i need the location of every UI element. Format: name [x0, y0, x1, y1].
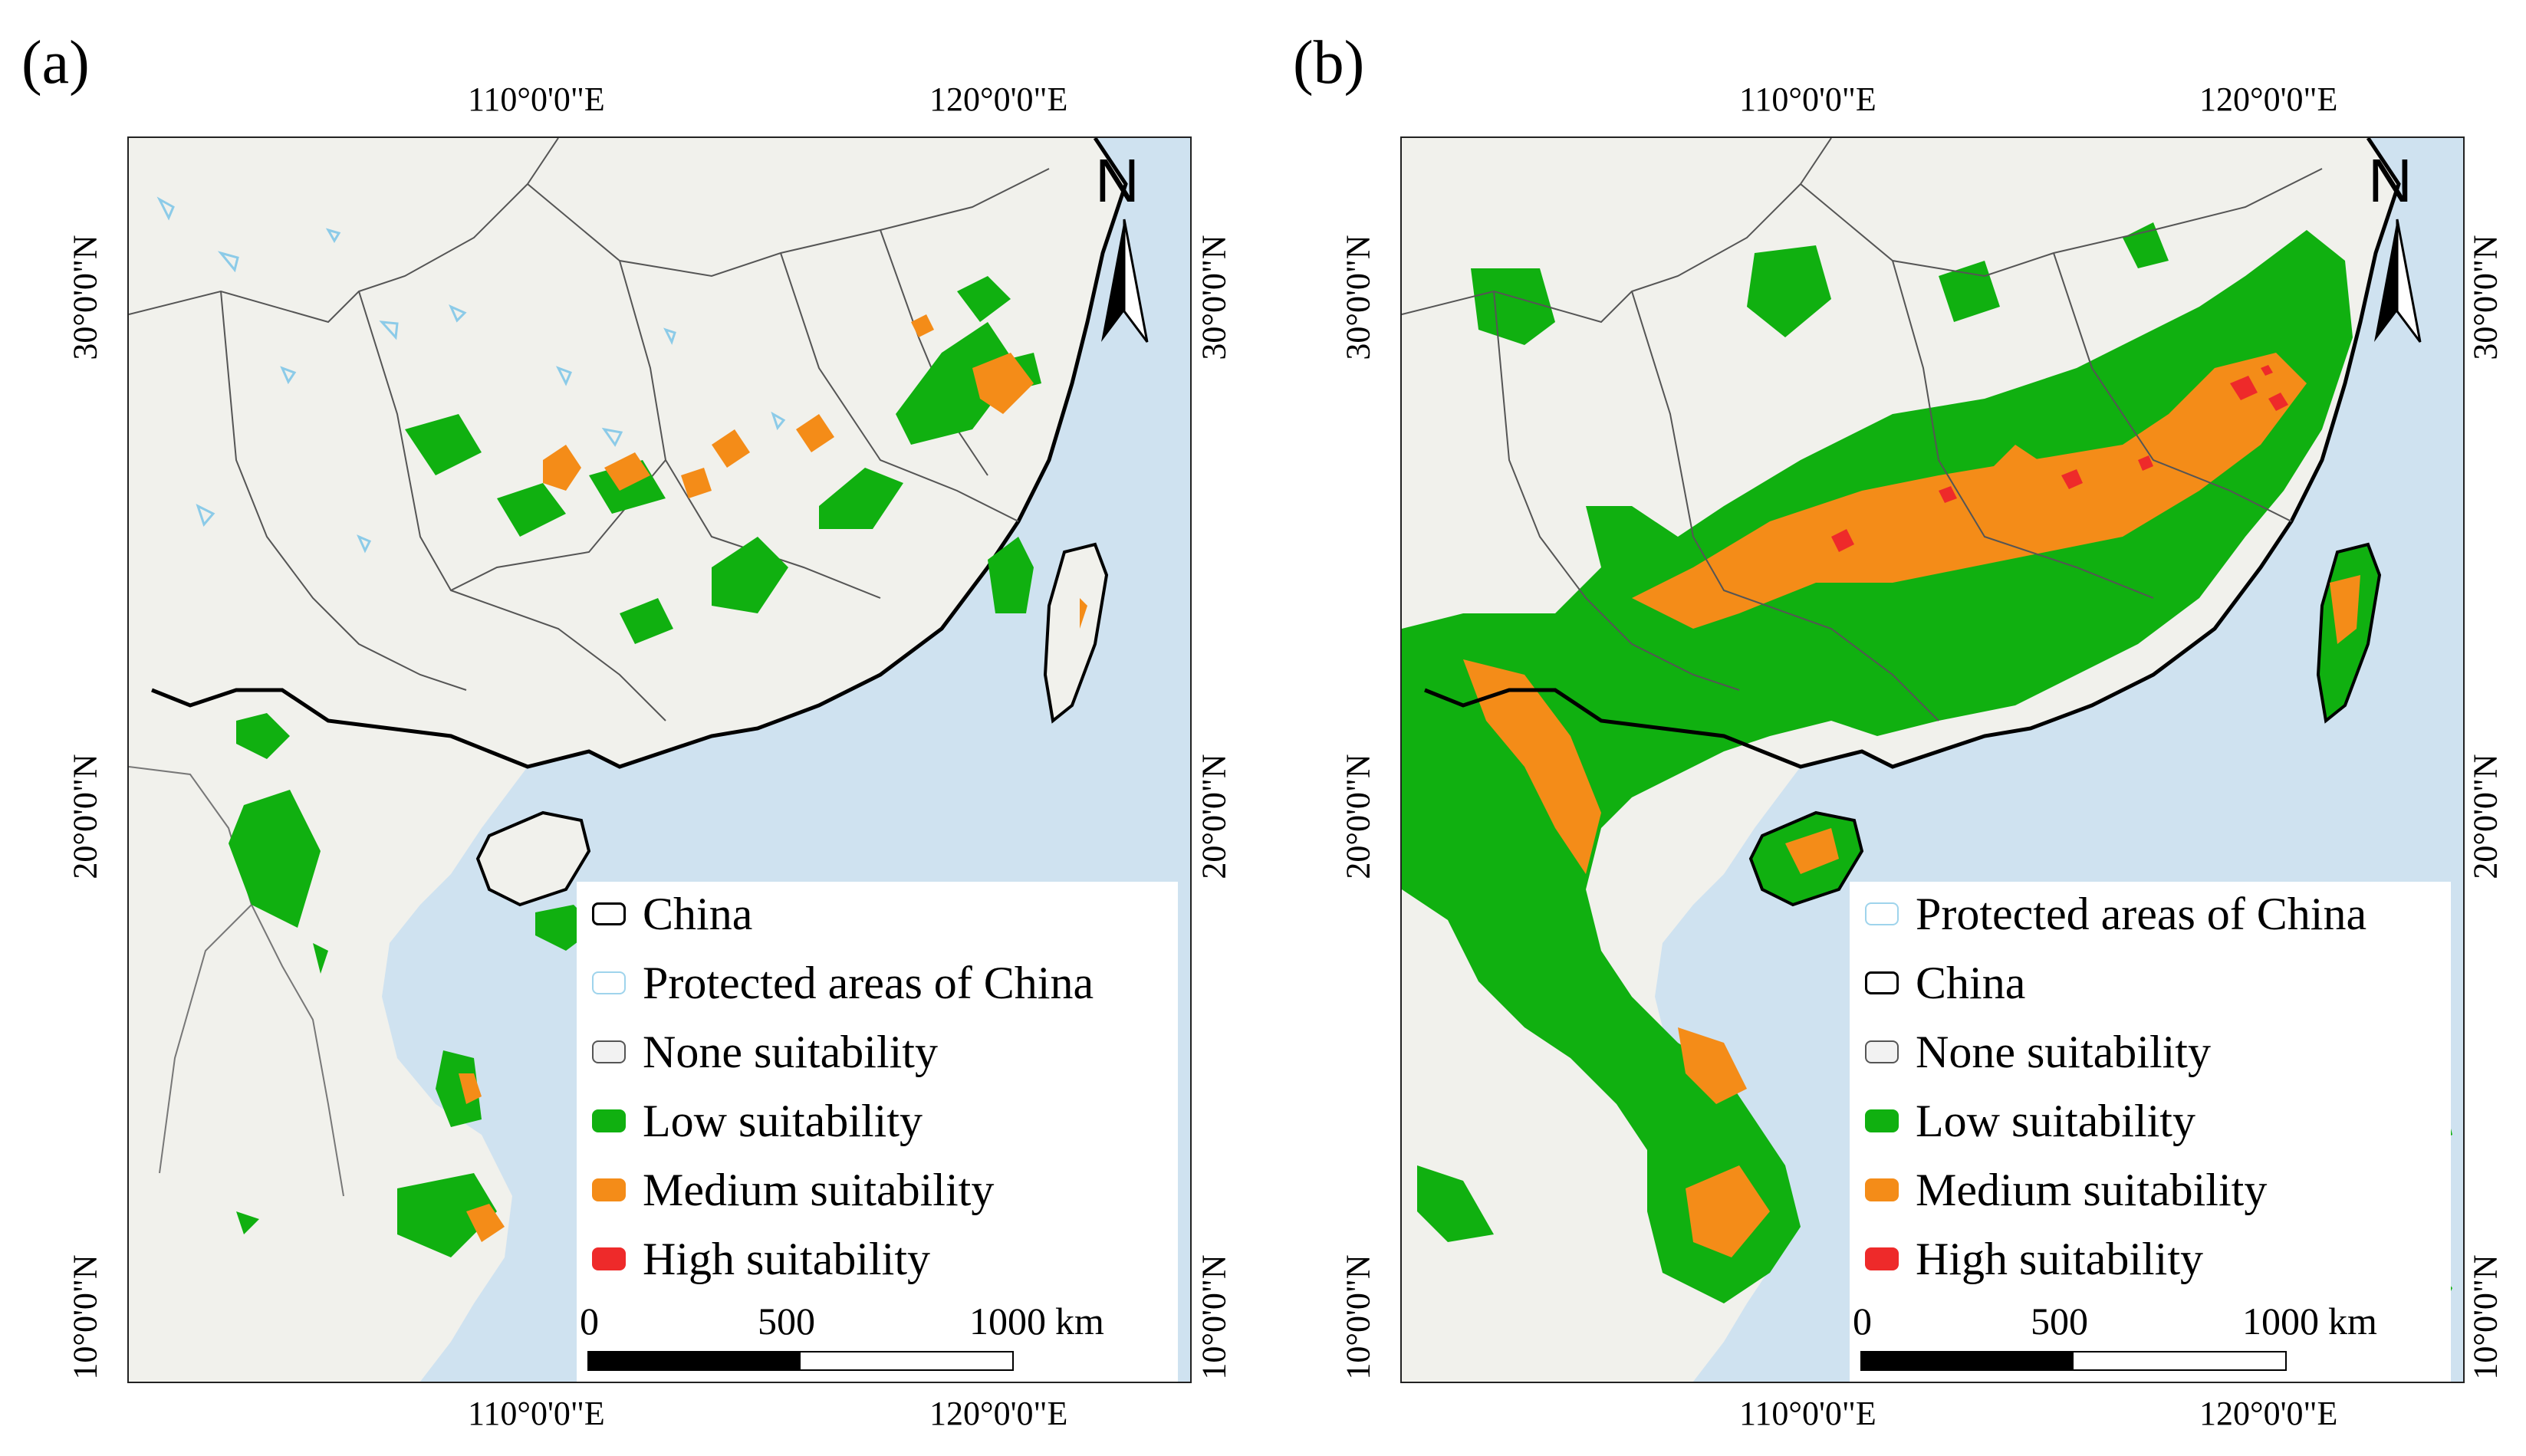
legend-item-low: Low suitability: [592, 1090, 923, 1152]
top-tick-120e: 120°0'0"E: [2199, 81, 2338, 118]
swatch-high: [592, 1247, 626, 1270]
left-tick-10n: 10°0'0"N: [66, 1254, 104, 1380]
left-tick-20n: 20°0'0"N: [66, 754, 104, 879]
left-tick-30n: 30°0'0"N: [1339, 235, 1377, 360]
taiwan-island: [1043, 542, 1109, 724]
north-arrow-icon: [2374, 219, 2422, 343]
panel-label-a: (a): [21, 29, 90, 97]
swatch-china: [1865, 971, 1899, 994]
legend-item-protected: Protected areas of China: [592, 952, 1094, 1014]
legend-label: China: [1916, 958, 2026, 1008]
province-borders: [1402, 138, 2323, 721]
legend-a: China Protected areas of China None suit…: [577, 882, 1178, 1297]
north-arrow-label-b: N: [2368, 146, 2413, 215]
swatch-medium: [1865, 1178, 1899, 1201]
china-coastline: [151, 138, 1128, 769]
protected-areas: [156, 196, 786, 554]
left-tick-30n: 30°0'0"N: [66, 235, 104, 360]
legend-item-high: High suitability: [592, 1228, 930, 1290]
legend-label: High suitability: [643, 1234, 930, 1284]
bottom-tick-110e: 110°0'0"E: [1739, 1395, 1876, 1432]
scale-unit: km: [2328, 1300, 2377, 1343]
north-arrow-label-a: N: [1095, 146, 1140, 215]
legend-label: None suitability: [643, 1027, 938, 1077]
scale-label-1000: 1000: [969, 1300, 1046, 1343]
legend-label: Protected areas of China: [643, 958, 1094, 1008]
panel-label-b: (b): [1293, 29, 1365, 97]
legend-label: Low suitability: [643, 1096, 923, 1146]
bottom-tick-120e: 120°0'0"E: [929, 1395, 1068, 1432]
top-tick-120e: 120°0'0"E: [929, 81, 1068, 118]
swatch-none: [1865, 1040, 1899, 1063]
hainan-island: [475, 810, 591, 907]
scale-label-500: 500: [2031, 1300, 2088, 1343]
left-tick-10n: 10°0'0"N: [1339, 1254, 1377, 1380]
legend-label: Protected areas of China: [1916, 889, 2367, 939]
scale-label-0: 0: [580, 1300, 599, 1343]
legend-item-low: Low suitability: [1865, 1090, 2195, 1152]
scale-bar-white: [2072, 1351, 2287, 1371]
scale-bar-black: [587, 1351, 799, 1371]
legend-item-medium: Medium suitability: [592, 1159, 994, 1221]
scale-bar-black: [1860, 1351, 2072, 1371]
legend-label: High suitability: [1916, 1234, 2203, 1284]
left-tick-20n: 20°0'0"N: [1339, 754, 1377, 879]
legend-item-china: China: [592, 883, 752, 945]
swatch-low: [592, 1109, 626, 1132]
suitability-high-b: [1831, 365, 2288, 552]
scale-bar-b: 0 500 1000 km: [1850, 1297, 2451, 1382]
north-arrow-b: N: [2359, 150, 2451, 380]
legend-label: China: [643, 889, 753, 939]
legend-label: Medium suitability: [1916, 1165, 2268, 1215]
swatch-protected: [592, 971, 626, 994]
scale-label-500: 500: [758, 1300, 815, 1343]
right-tick-10n: 10°0'0"N: [2466, 1254, 2505, 1380]
swatch-protected: [1865, 902, 1899, 925]
legend-item-high: High suitability: [1865, 1228, 2203, 1290]
bottom-tick-120e: 120°0'0"E: [2199, 1395, 2338, 1432]
legend-label: Low suitability: [1916, 1096, 2195, 1146]
right-tick-20n: 20°0'0"N: [1195, 754, 1233, 879]
scale-bar-a: 0 500 1000 km: [577, 1297, 1178, 1382]
swatch-medium: [592, 1178, 626, 1201]
right-tick-20n: 20°0'0"N: [2466, 754, 2505, 879]
legend-item-china: China: [1865, 952, 2025, 1014]
swatch-china: [592, 902, 626, 925]
legend-item-none: None suitability: [592, 1021, 938, 1083]
country-borders: [129, 766, 344, 1197]
scale-label-1000: 1000: [2242, 1300, 2319, 1343]
scale-unit: km: [1055, 1300, 1104, 1343]
north-arrow-icon: [1101, 219, 1149, 343]
legend-item-medium: Medium suitability: [1865, 1159, 2267, 1221]
legend-item-none: None suitability: [1865, 1021, 2211, 1083]
top-tick-110e: 110°0'0"E: [1739, 81, 1876, 118]
legend-item-protected: Protected areas of China: [1865, 883, 2366, 945]
scale-label-0: 0: [1853, 1300, 1872, 1343]
suitability-medium-a: [459, 314, 1087, 1242]
right-tick-30n: 30°0'0"N: [2466, 235, 2505, 360]
right-tick-30n: 30°0'0"N: [1195, 235, 1233, 360]
swatch-none: [592, 1040, 626, 1063]
right-tick-10n: 10°0'0"N: [1195, 1254, 1233, 1380]
map-frame-b: N Protected areas of China China None su…: [1400, 136, 2465, 1383]
map-frame-a: N China Protected areas of China None su…: [127, 136, 1192, 1383]
suitability-medium-b: [1463, 353, 2360, 1257]
legend-label: None suitability: [1916, 1027, 2211, 1077]
bottom-tick-110e: 110°0'0"E: [468, 1395, 605, 1432]
scale-bar-white: [799, 1351, 1014, 1371]
china-coastline: [1424, 138, 2401, 769]
legend-b: Protected areas of China China None suit…: [1850, 882, 2451, 1297]
swatch-high: [1865, 1247, 1899, 1270]
province-borders: [129, 138, 1050, 721]
mainland: [129, 138, 1126, 1382]
legend-label: Medium suitability: [643, 1165, 995, 1215]
top-tick-110e: 110°0'0"E: [468, 81, 605, 118]
swatch-low: [1865, 1109, 1899, 1132]
north-arrow-a: N: [1086, 150, 1178, 380]
